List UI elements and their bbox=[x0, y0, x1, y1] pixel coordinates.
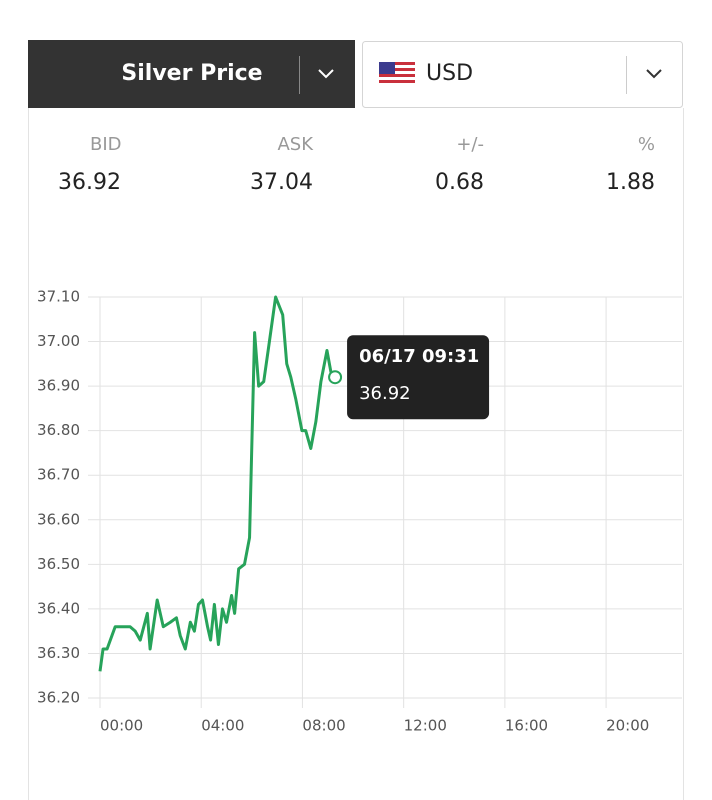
chevron-icon[interactable] bbox=[318, 69, 334, 79]
quote-label: BID bbox=[90, 134, 122, 155]
x-tick-label: 08:00 bbox=[302, 717, 345, 735]
tooltip-value: 36.92 bbox=[359, 383, 411, 404]
quote-value: 1.88 bbox=[606, 170, 655, 195]
price-line bbox=[98, 295, 337, 672]
us-flag-icon bbox=[379, 62, 415, 84]
quote-label: +/- bbox=[456, 134, 484, 155]
currency-button[interactable] bbox=[362, 41, 683, 108]
y-tick-label: 36.40 bbox=[37, 599, 80, 617]
y-tick-label: 36.80 bbox=[37, 421, 80, 439]
currency-select[interactable]: USD bbox=[362, 41, 683, 108]
y-tick-label: 36.70 bbox=[37, 466, 80, 484]
y-tick-label: 37.00 bbox=[37, 332, 80, 350]
quote-value: 36.92 bbox=[58, 170, 121, 195]
y-tick-label: 37.10 bbox=[37, 288, 80, 306]
x-tick-label: 00:00 bbox=[100, 717, 143, 735]
quote-value: 37.04 bbox=[250, 170, 313, 195]
tooltip-time: 06/17 09:31 bbox=[359, 346, 479, 367]
product-button[interactable] bbox=[28, 40, 355, 108]
x-tick-label: 12:00 bbox=[404, 717, 447, 735]
x-tick-label: 16:00 bbox=[505, 717, 548, 735]
y-tick-label: 36.60 bbox=[37, 510, 80, 528]
x-tick-label: 04:00 bbox=[201, 717, 244, 735]
quote-label: ASK bbox=[277, 134, 314, 155]
quote-label: % bbox=[638, 134, 655, 155]
chevron-icon[interactable] bbox=[646, 69, 662, 79]
tooltip: 06/17 09:31 36.92 bbox=[347, 335, 490, 420]
x-tick-label: 20:00 bbox=[606, 717, 649, 735]
tooltip-box bbox=[347, 335, 490, 420]
y-tick-label: 36.20 bbox=[37, 689, 80, 707]
currency-name[interactable]: USD bbox=[426, 61, 473, 86]
y-tick-label: 36.30 bbox=[37, 644, 80, 662]
y-tick-label: 36.50 bbox=[37, 555, 80, 573]
quote-value: 0.68 bbox=[435, 170, 484, 195]
y-tick-label: 36.90 bbox=[37, 377, 80, 395]
product-select[interactable]: Silver Price bbox=[28, 40, 355, 108]
hover-marker bbox=[328, 370, 343, 385]
product-name[interactable]: Silver Price bbox=[121, 61, 262, 86]
